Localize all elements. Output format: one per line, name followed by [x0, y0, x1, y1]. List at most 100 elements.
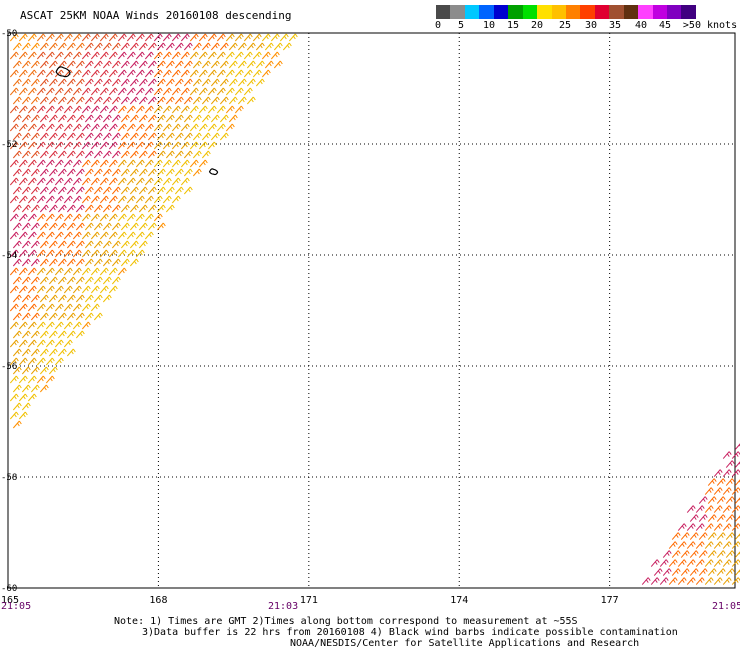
wind-barb	[27, 87, 37, 96]
wind-barb	[72, 303, 82, 312]
wind-barb	[9, 285, 19, 294]
legend-swatch	[638, 5, 653, 19]
wind-barb	[48, 294, 58, 303]
wind-barb	[129, 258, 139, 267]
wind-barb	[207, 141, 217, 150]
wind-barb	[27, 249, 37, 258]
wind-barb	[81, 87, 91, 96]
wind-barb	[99, 285, 109, 294]
wind-barb	[138, 132, 148, 141]
wind-barb	[138, 96, 148, 105]
wind-barb	[162, 105, 172, 114]
wind-barb	[27, 231, 37, 240]
wind-barb	[30, 276, 40, 285]
wind-barb	[39, 132, 49, 141]
wind-barb	[192, 60, 202, 69]
wind-barb	[48, 78, 58, 87]
wind-barb	[653, 568, 663, 576]
wind-barb	[201, 60, 211, 69]
wind-barb	[30, 330, 40, 339]
wind-barb	[111, 204, 121, 213]
wind-barb	[120, 78, 130, 87]
wind-barb	[650, 559, 660, 567]
wind-barb	[135, 213, 145, 222]
wind-barb	[99, 231, 109, 240]
wind-barb	[90, 69, 100, 78]
wind-barb	[689, 550, 699, 558]
wind-barb	[111, 96, 121, 105]
wind-barb	[48, 204, 58, 213]
wind-barb	[171, 51, 181, 60]
wind-barb	[165, 168, 175, 177]
wind-barb	[129, 168, 139, 177]
wind-barb	[129, 240, 139, 249]
wind-barb	[12, 114, 22, 123]
wind-barb	[27, 303, 37, 312]
wind-barb	[153, 141, 163, 150]
legend-label: >50 knots	[682, 20, 738, 31]
wind-barb	[57, 96, 67, 105]
wind-barb	[93, 42, 103, 51]
wind-barb	[111, 168, 121, 177]
wind-barb	[668, 559, 678, 567]
wind-barb	[180, 33, 190, 42]
wind-barb	[99, 267, 109, 276]
wind-barb	[90, 231, 100, 240]
wind-barb	[75, 150, 85, 159]
wind-barb	[9, 339, 19, 348]
wind-barb	[57, 168, 67, 177]
wind-barb	[81, 69, 91, 78]
wind-barb	[252, 51, 262, 60]
wind-barb	[30, 186, 40, 195]
wind-barb	[189, 141, 199, 150]
wind-barb	[39, 348, 49, 357]
wind-barb	[144, 159, 154, 168]
wind-barb	[147, 78, 157, 87]
wind-barb	[144, 213, 154, 222]
wind-barb	[135, 69, 145, 78]
wind-barb	[165, 60, 175, 69]
wind-barb	[75, 276, 85, 285]
wind-barb	[156, 186, 166, 195]
wind-barb	[120, 150, 130, 159]
wind-barb	[39, 78, 49, 87]
wind-barb	[713, 487, 723, 495]
wind-barb	[183, 42, 193, 51]
wind-barb	[734, 479, 740, 486]
wind-barb	[108, 141, 118, 150]
wind-barb	[138, 168, 148, 177]
wind-barb	[72, 249, 82, 258]
wind-barb	[147, 168, 157, 177]
wind-barb	[93, 222, 103, 231]
wind-barb	[162, 141, 172, 150]
wind-barb	[198, 87, 208, 96]
wind-barb	[99, 141, 109, 150]
wind-barb	[219, 78, 229, 87]
wind-barb	[153, 123, 163, 132]
wind-barb	[72, 33, 82, 42]
wind-barb	[18, 141, 28, 150]
wind-barb	[156, 96, 166, 105]
wind-barb	[18, 357, 28, 366]
wind-barb	[45, 123, 55, 132]
wind-barb	[252, 33, 262, 42]
wind-barb	[21, 96, 31, 105]
wind-barb	[180, 87, 190, 96]
wind-barb	[138, 114, 148, 123]
legend-swatch	[436, 5, 451, 19]
wind-barb	[198, 33, 208, 42]
wind-barb	[27, 159, 37, 168]
wind-barb	[722, 577, 732, 585]
wind-barb	[30, 42, 40, 51]
wind-barb	[686, 541, 696, 549]
wind-barb	[189, 159, 199, 168]
wind-barb	[66, 132, 76, 141]
wind-barb	[27, 393, 37, 402]
wind-barb	[680, 550, 690, 558]
legend-swatch	[623, 5, 639, 19]
wind-barb	[63, 321, 73, 330]
wind-barb	[81, 141, 91, 150]
wind-barb	[54, 321, 64, 330]
wind-barb	[36, 51, 46, 60]
wind-barb	[153, 87, 163, 96]
